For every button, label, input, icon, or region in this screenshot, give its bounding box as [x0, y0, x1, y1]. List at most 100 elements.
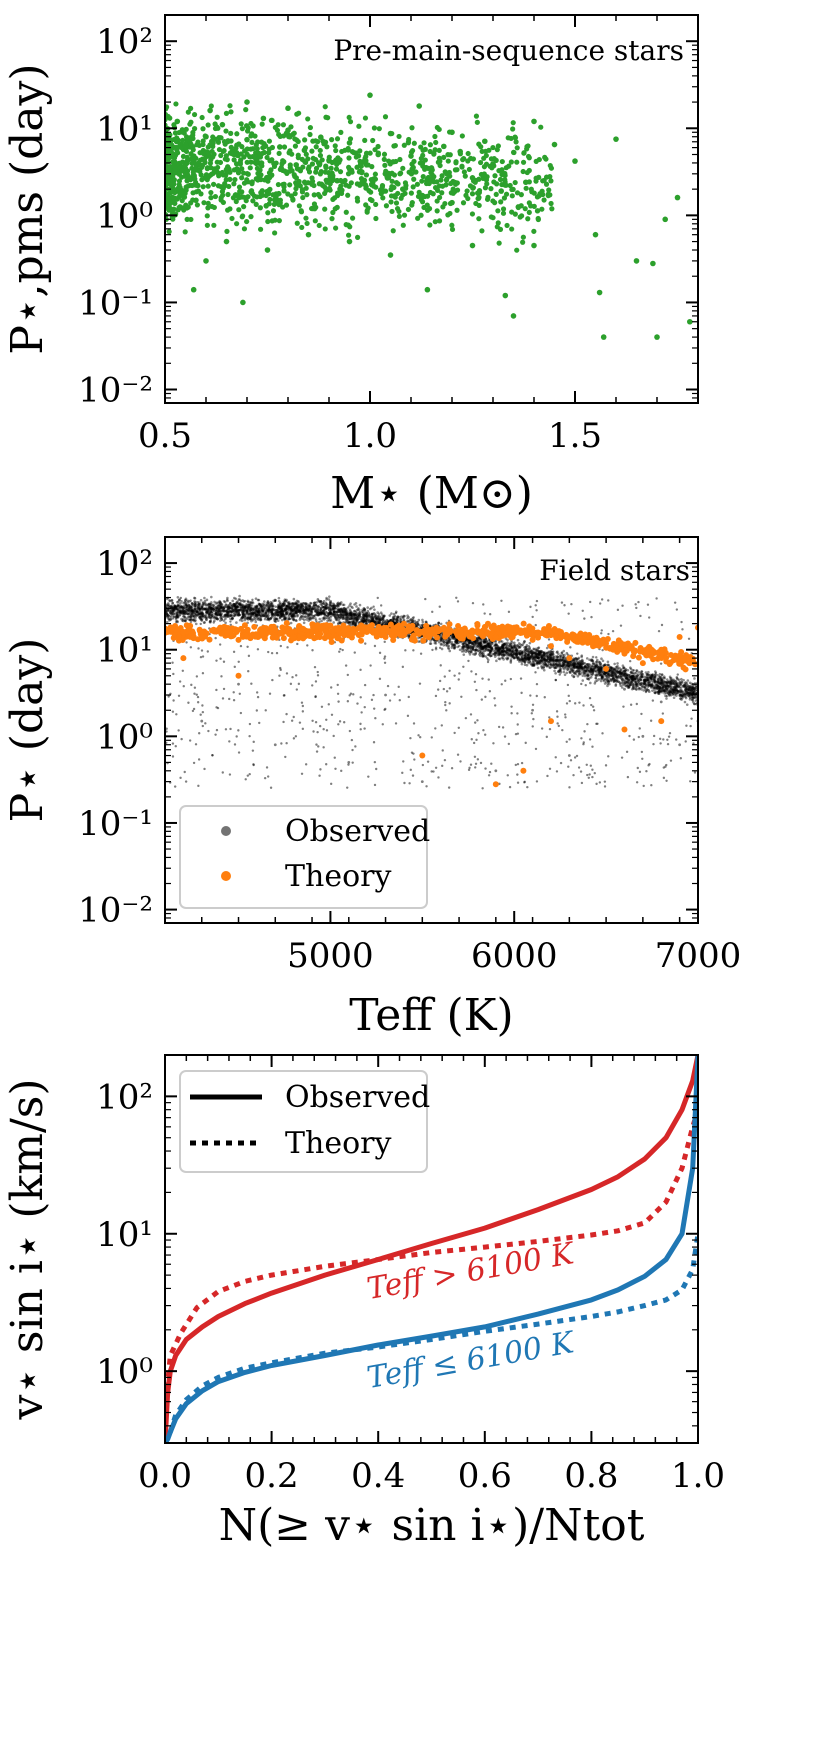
observed-point	[516, 649, 520, 653]
pms-point	[423, 164, 429, 171]
pms-point	[508, 159, 514, 165]
observed-point	[396, 618, 400, 622]
pms-point	[244, 128, 251, 134]
pms-point	[395, 181, 401, 187]
pms-point	[295, 152, 301, 158]
observed-point	[561, 658, 565, 662]
observed-point	[382, 616, 385, 620]
observed-point	[349, 602, 352, 605]
pms-point	[339, 148, 345, 155]
pms-point	[481, 164, 487, 170]
observed-point	[560, 651, 564, 654]
observed-point	[576, 674, 580, 678]
pms-point	[292, 173, 298, 180]
observed-point	[657, 681, 660, 684]
pms-point	[203, 258, 209, 264]
pms-point	[332, 143, 338, 149]
observed-point	[584, 664, 587, 668]
pms-point	[221, 139, 228, 145]
pms-point	[449, 222, 455, 228]
pms-point	[268, 172, 275, 178]
pms-point	[533, 158, 539, 164]
observed-point	[574, 660, 577, 663]
observed-point	[497, 640, 501, 644]
pms-point	[410, 164, 416, 171]
observed-point	[616, 676, 620, 680]
pms-point	[329, 216, 335, 222]
pms-point	[323, 114, 329, 120]
observed-point	[324, 606, 328, 609]
observed-point	[613, 662, 616, 666]
observed-point	[611, 678, 615, 681]
pms-point	[548, 178, 554, 184]
observed-point	[533, 653, 537, 657]
pms-point	[249, 131, 255, 137]
pms-point	[185, 109, 191, 115]
observed-point	[198, 612, 202, 615]
pms-point	[225, 191, 231, 198]
observed-point	[353, 623, 357, 627]
pms-point	[384, 173, 390, 180]
observed-point	[611, 672, 615, 676]
pms-point	[445, 158, 451, 164]
observed-point	[208, 611, 212, 614]
observed-point	[580, 663, 583, 667]
pms-point	[435, 159, 441, 165]
pms-point	[525, 143, 531, 149]
pms-point	[244, 218, 250, 225]
pms-point	[269, 218, 275, 224]
pms-point	[483, 152, 489, 159]
pms-point	[253, 201, 259, 208]
observed-point	[629, 667, 633, 671]
pms-point	[311, 192, 317, 198]
pms-point	[300, 194, 306, 201]
observed-point	[622, 669, 625, 673]
observed-point	[168, 605, 172, 609]
pms-point	[354, 198, 361, 204]
observed-point	[379, 611, 383, 615]
observed-point	[322, 602, 325, 605]
pms-point	[287, 168, 293, 174]
pms-point	[512, 134, 518, 140]
pms-point	[531, 118, 537, 125]
observed-point	[292, 618, 295, 622]
observed-point	[184, 601, 188, 605]
pms-point	[533, 178, 539, 184]
observed-point	[579, 665, 583, 669]
pms-point	[200, 138, 206, 144]
pms-point	[491, 179, 497, 185]
pms-point	[427, 189, 434, 196]
pms-point	[371, 125, 378, 131]
pms-point	[244, 159, 250, 165]
pms-point	[499, 158, 505, 165]
pms-point	[322, 206, 328, 212]
observed-point	[594, 676, 598, 680]
observed-point	[620, 672, 624, 675]
pms-point	[482, 185, 489, 191]
pms-point	[543, 181, 550, 187]
observed-point	[222, 609, 226, 613]
pms-point	[449, 129, 455, 136]
observed-point	[468, 641, 471, 645]
observed-point	[481, 654, 485, 658]
pms-point	[363, 172, 370, 178]
pms-point	[363, 185, 369, 191]
pms-point	[333, 166, 340, 172]
pms-point	[296, 110, 302, 116]
pms-point	[188, 119, 194, 125]
pms-point	[515, 204, 521, 210]
observed-point	[557, 659, 560, 662]
pms-point	[402, 190, 408, 197]
observed-point	[325, 611, 329, 615]
pms-point	[208, 189, 214, 196]
pms-point	[167, 150, 173, 156]
observed-point	[309, 609, 313, 613]
observed-point	[642, 682, 646, 685]
pms-point	[514, 145, 520, 151]
pms-point	[346, 238, 353, 245]
pms-point	[413, 169, 419, 175]
observed-point	[192, 603, 195, 607]
observed-point	[344, 608, 347, 612]
pms-point	[299, 187, 306, 193]
observed-point	[484, 641, 488, 645]
